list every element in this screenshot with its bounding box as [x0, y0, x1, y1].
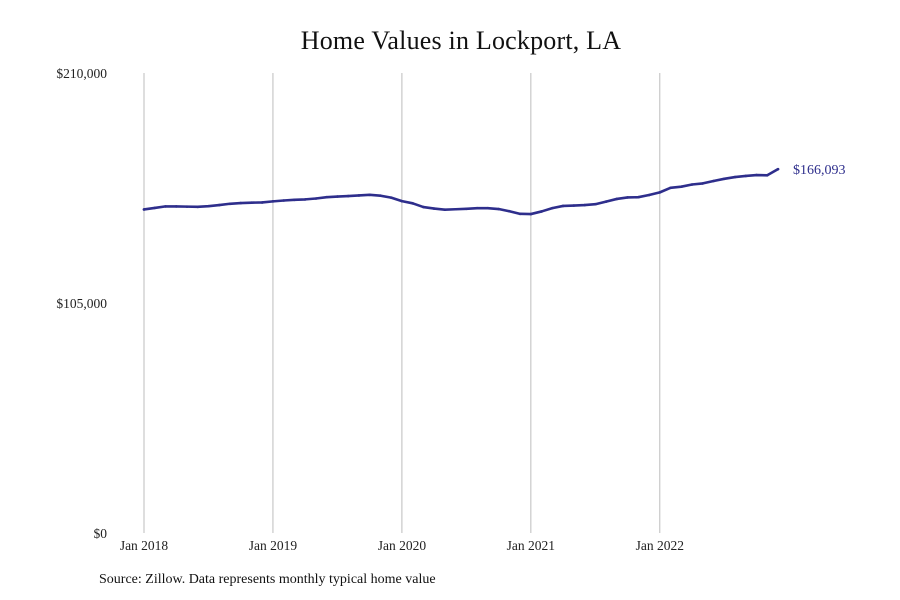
chart-title: Home Values in Lockport, LA	[300, 26, 622, 55]
data-point	[508, 209, 511, 213]
data-point	[776, 167, 780, 171]
x-tick-label: Jan 2021	[507, 538, 555, 553]
data-point	[518, 212, 522, 216]
data-point	[594, 202, 597, 206]
data-point	[637, 195, 640, 199]
data-point	[712, 179, 715, 183]
data-point	[432, 207, 436, 210]
data-point	[583, 203, 586, 207]
data-point	[271, 200, 275, 203]
data-point	[722, 177, 726, 181]
data-point	[250, 201, 253, 204]
data-point	[551, 206, 554, 210]
data-point	[454, 207, 457, 211]
data-point	[744, 174, 748, 178]
data-point	[647, 193, 651, 197]
end-value-label: $166,093	[793, 163, 846, 178]
data-point	[765, 174, 769, 177]
data-point	[422, 205, 425, 209]
data-point	[260, 201, 264, 204]
data-point	[325, 195, 328, 199]
data-point	[400, 199, 404, 203]
data-point	[389, 196, 393, 199]
data-point	[475, 206, 479, 210]
data-point	[561, 204, 565, 208]
data-point	[228, 202, 232, 206]
data-point	[497, 207, 500, 211]
data-point	[626, 196, 629, 199]
data-point	[196, 205, 200, 209]
x-tick-label: Jan 2019	[249, 538, 298, 553]
data-point	[217, 203, 221, 207]
x-tick-label: Jan 2020	[378, 538, 427, 553]
data-point	[142, 208, 146, 211]
data-point	[465, 207, 468, 211]
data-point	[443, 208, 447, 211]
x-tick-label: Jan 2018	[120, 538, 169, 553]
axis-labels: Jan 2018 Jan 2019 Jan 2020 Jan 2021 Jan 2022…	[56, 66, 684, 553]
data-point	[755, 173, 758, 177]
data-point	[701, 182, 705, 185]
data-point	[379, 194, 382, 197]
data-point	[346, 194, 350, 198]
data-point	[572, 204, 576, 207]
series-layer: $166,093	[142, 163, 846, 216]
data-point	[658, 191, 662, 194]
data-point	[207, 204, 210, 208]
data-point	[282, 199, 285, 202]
data-point	[540, 210, 543, 213]
y-tick-label: $105,000	[56, 296, 107, 311]
grid-lines	[143, 73, 661, 533]
data-point	[679, 185, 683, 188]
data-point	[314, 197, 318, 200]
data-point	[174, 205, 178, 208]
data-point	[486, 206, 490, 210]
data-point	[293, 198, 296, 202]
data-point	[357, 194, 361, 197]
data-point	[669, 186, 672, 190]
source-note: Source: Zillow. Data represents monthly …	[99, 572, 436, 587]
series-line	[142, 167, 780, 216]
data-point	[164, 205, 167, 208]
data-point	[336, 195, 339, 198]
data-point	[411, 202, 414, 205]
data-point	[368, 193, 371, 197]
data-point	[529, 212, 533, 216]
data-point	[615, 197, 619, 201]
x-tick-label: Jan 2022	[636, 538, 684, 553]
data-point	[690, 183, 694, 186]
data-point	[303, 198, 307, 201]
data-point	[153, 206, 157, 210]
y-tick-label: $210,000	[56, 66, 107, 81]
data-point	[239, 201, 243, 205]
data-point	[733, 175, 737, 179]
y-tick-label: $0	[94, 526, 108, 541]
data-point	[604, 200, 608, 203]
data-point	[185, 205, 189, 208]
